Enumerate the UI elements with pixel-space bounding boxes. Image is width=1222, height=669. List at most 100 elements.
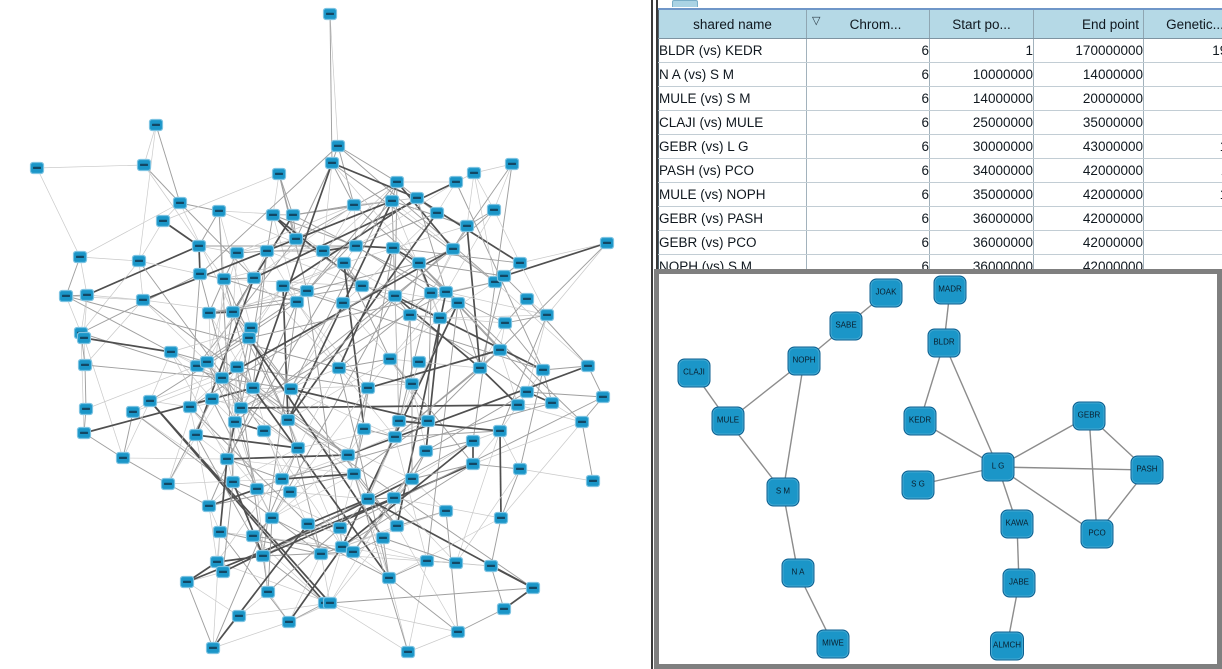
network-node[interactable] (472, 361, 488, 375)
network-node[interactable] (384, 194, 400, 208)
network-node[interactable] (322, 7, 338, 21)
network-node[interactable] (445, 242, 461, 256)
network-node[interactable] (402, 308, 418, 322)
network-node[interactable] (125, 405, 141, 419)
network-node[interactable] (201, 499, 217, 513)
network-node[interactable] (274, 472, 290, 486)
subnetwork-node-sabe[interactable]: SABE (829, 311, 863, 341)
network-node[interactable] (336, 256, 352, 270)
network-node[interactable] (450, 625, 466, 639)
table-row[interactable]: N A (vs) S M610000000140000006.6 (658, 62, 1222, 87)
table-cell[interactable]: 14000000 (929, 86, 1034, 111)
table-cell[interactable]: 6 (806, 134, 930, 159)
network-node[interactable] (535, 363, 551, 377)
table-row[interactable]: BLDR (vs) KEDR61170000000192.0 (658, 38, 1222, 63)
network-node[interactable] (246, 271, 262, 285)
network-node[interactable] (280, 413, 296, 427)
table-cell[interactable]: 30000000 (929, 134, 1034, 159)
network-node[interactable] (493, 511, 509, 525)
column-header-end-point[interactable]: End point (1033, 9, 1144, 39)
table-row[interactable]: GEBR (vs) PASH636000000420000008.9 (658, 206, 1222, 231)
table-cell[interactable]: 8.9 (1143, 206, 1222, 231)
network-node[interactable] (131, 254, 147, 268)
table-row[interactable]: MULE (vs) NOPH6350000004200000010.5 (658, 182, 1222, 207)
network-node[interactable] (418, 444, 434, 458)
table-cell[interactable]: 10000000 (929, 62, 1034, 87)
network-node[interactable] (282, 485, 298, 499)
network-node[interactable] (315, 244, 331, 258)
network-node[interactable] (423, 286, 439, 300)
network-node[interactable] (465, 457, 481, 471)
column-header-chromosome[interactable]: ▽ Chrom... (806, 9, 930, 39)
subnetwork-canvas[interactable]: JOAK MADR SABE NOPH BLDR CLAJI MULE KEDR GEBR L G… (659, 274, 1217, 664)
table-cell[interactable]: 6 (806, 62, 930, 87)
network-node[interactable] (438, 504, 454, 518)
table-cell[interactable]: MULE (vs) S M (658, 86, 807, 111)
network-node[interactable] (76, 331, 92, 345)
network-node[interactable] (256, 424, 272, 438)
network-node[interactable] (201, 306, 217, 320)
network-node[interactable] (519, 292, 535, 306)
network-node[interactable] (255, 549, 271, 563)
network-node[interactable] (519, 385, 535, 399)
subnetwork-node-pco[interactable]: PCO (1080, 519, 1114, 549)
network-node[interactable] (199, 355, 215, 369)
subnetwork-node-pash[interactable]: PASH (1130, 455, 1164, 485)
network-node[interactable] (225, 305, 241, 319)
network-node[interactable] (77, 358, 93, 372)
network-node[interactable] (233, 401, 249, 415)
subnetwork-node-miwe[interactable]: MIWE (816, 629, 850, 659)
network-node[interactable] (360, 492, 376, 506)
network-node[interactable] (492, 343, 508, 357)
table-cell[interactable]: MULE (vs) NOPH (658, 182, 807, 207)
network-node[interactable] (245, 381, 261, 395)
table-cell[interactable]: 42000000 (1033, 230, 1144, 255)
network-node[interactable] (411, 256, 427, 270)
network-node[interactable] (420, 414, 436, 428)
network-node[interactable] (249, 482, 265, 496)
network-node[interactable] (142, 394, 158, 408)
network-node[interactable] (438, 285, 454, 299)
table-cell[interactable]: 20000000 (1033, 86, 1144, 111)
table-cell[interactable]: 35000000 (1033, 110, 1144, 135)
network-node[interactable] (346, 198, 362, 212)
network-node[interactable] (432, 311, 448, 325)
table-cell[interactable]: 6 (806, 86, 930, 111)
network-node[interactable] (574, 415, 590, 429)
network-node[interactable] (205, 641, 221, 655)
table-cell[interactable]: CLAJI (vs) MULE (658, 110, 807, 135)
network-node[interactable] (486, 203, 502, 217)
network-node[interactable] (135, 293, 151, 307)
table-cell[interactable]: 6.6 (1143, 62, 1222, 87)
network-node[interactable] (510, 398, 526, 412)
table-row[interactable]: PASH (vs) PCO6340000004200000011.4 (658, 158, 1222, 183)
table-cell[interactable]: 6 (806, 110, 930, 135)
network-node[interactable] (448, 556, 464, 570)
network-node[interactable] (58, 289, 74, 303)
table-cell[interactable]: 8.4 (1143, 230, 1222, 255)
subnetwork-node-kawa[interactable]: KAWA (1000, 509, 1034, 539)
network-node[interactable] (330, 139, 346, 153)
network-node[interactable] (375, 531, 391, 545)
network-node[interactable] (179, 575, 195, 589)
network-node[interactable] (229, 360, 245, 374)
column-header-shared-name[interactable]: shared name (658, 9, 807, 39)
table-cell[interactable]: 192.0 (1143, 38, 1222, 63)
table-cell[interactable]: GEBR (vs) L G (658, 134, 807, 159)
network-node[interactable] (429, 206, 445, 220)
network-node[interactable] (544, 396, 560, 410)
network-node[interactable] (332, 521, 348, 535)
network-node[interactable] (382, 352, 398, 366)
network-node[interactable] (188, 428, 204, 442)
table-cell[interactable]: BLDR (vs) KEDR (658, 38, 807, 63)
network-node[interactable] (450, 296, 466, 310)
network-node[interactable] (275, 279, 291, 293)
network-node[interactable] (260, 585, 276, 599)
network-node[interactable] (231, 609, 247, 623)
network-node[interactable] (191, 239, 207, 253)
network-node[interactable] (512, 256, 528, 270)
table-cell[interactable]: PASH (vs) PCO (658, 158, 807, 183)
network-node[interactable] (209, 555, 225, 569)
network-node[interactable] (300, 517, 316, 531)
table-cell[interactable]: 34000000 (929, 158, 1034, 183)
